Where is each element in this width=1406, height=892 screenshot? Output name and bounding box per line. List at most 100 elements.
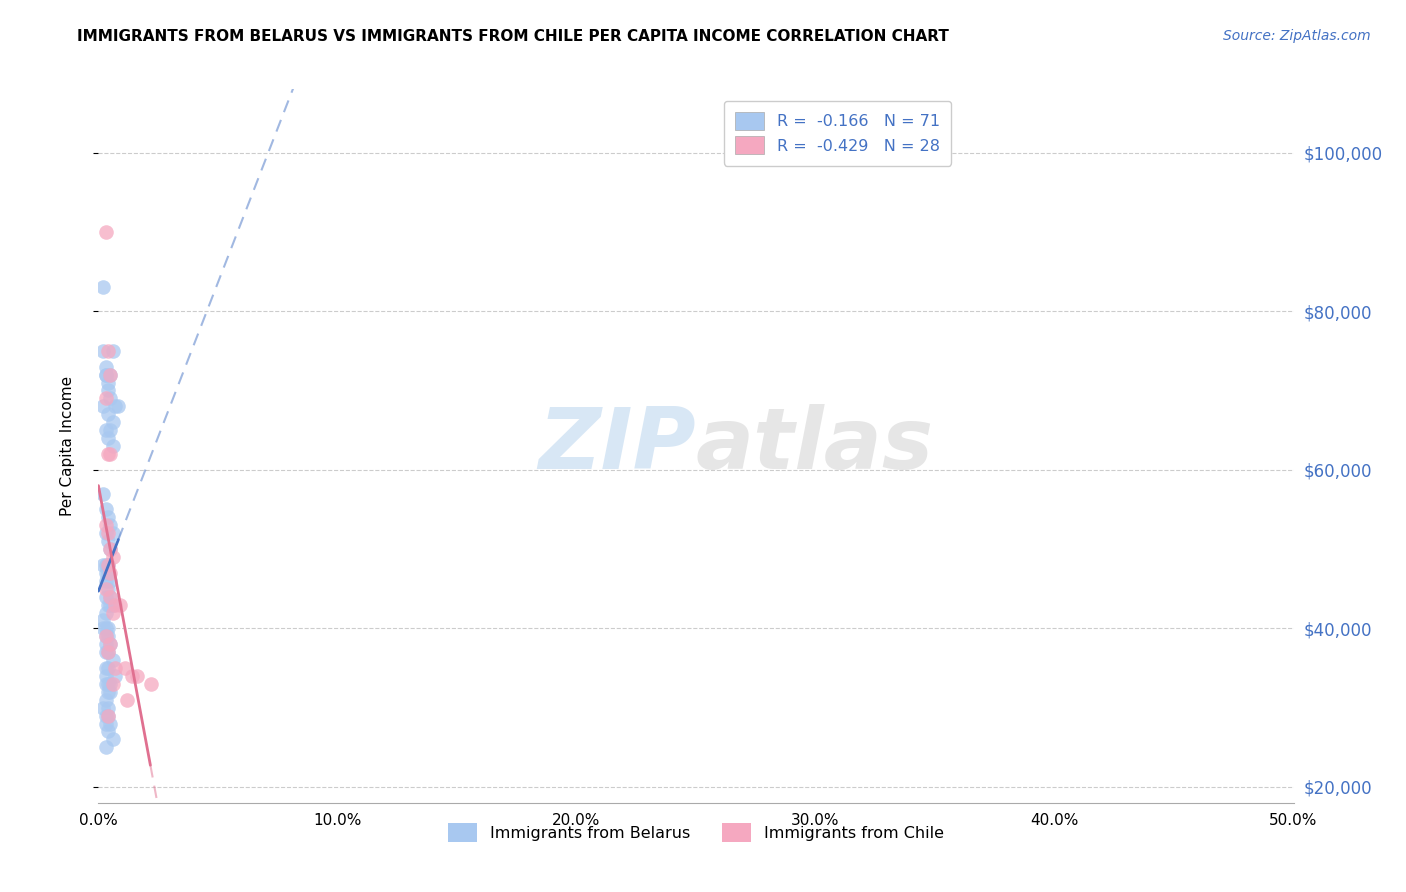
Point xyxy=(97,645,120,659)
Point xyxy=(94,566,117,580)
Text: Source: ZipAtlas.com: Source: ZipAtlas.com xyxy=(1223,29,1371,43)
Point xyxy=(107,400,129,414)
Point xyxy=(98,590,122,604)
Point xyxy=(101,439,124,453)
Point xyxy=(94,225,117,239)
Point xyxy=(97,685,120,699)
Point xyxy=(94,677,117,691)
Point xyxy=(94,518,117,533)
Point xyxy=(97,384,120,398)
Point xyxy=(104,661,127,675)
Point xyxy=(101,526,124,541)
Point xyxy=(115,692,138,706)
Point xyxy=(101,549,124,564)
Point xyxy=(101,598,124,612)
Y-axis label: Per Capita Income: Per Capita Income xyxy=(60,376,75,516)
Point xyxy=(94,708,117,723)
Point xyxy=(97,558,120,572)
Point xyxy=(94,740,117,755)
Point xyxy=(91,400,114,414)
Point xyxy=(94,423,117,437)
Point xyxy=(97,629,120,643)
Point xyxy=(97,447,120,461)
Point xyxy=(94,590,117,604)
Point xyxy=(101,732,124,747)
Point xyxy=(98,598,122,612)
Point xyxy=(97,510,120,524)
Point xyxy=(98,542,122,557)
Point xyxy=(91,558,114,572)
Point xyxy=(97,708,120,723)
Point xyxy=(91,700,114,714)
Point xyxy=(94,526,117,541)
Point xyxy=(97,376,120,390)
Point xyxy=(97,724,120,739)
Point xyxy=(98,368,122,382)
Point xyxy=(97,645,120,659)
Text: atlas: atlas xyxy=(696,404,934,488)
Point xyxy=(94,368,117,382)
Point xyxy=(98,685,122,699)
Point xyxy=(97,677,120,691)
Point xyxy=(97,661,120,675)
Point xyxy=(97,558,120,572)
Point xyxy=(98,392,122,406)
Point xyxy=(101,343,124,358)
Point xyxy=(101,415,124,429)
Point xyxy=(91,343,114,358)
Point xyxy=(98,716,122,731)
Point xyxy=(94,502,117,516)
Point xyxy=(94,629,117,643)
Point xyxy=(97,700,120,714)
Point xyxy=(101,653,124,667)
Point xyxy=(98,542,122,557)
Point xyxy=(94,359,117,374)
Point xyxy=(94,392,117,406)
Point xyxy=(98,590,122,604)
Legend: Immigrants from Belarus, Immigrants from Chile: Immigrants from Belarus, Immigrants from… xyxy=(441,817,950,848)
Point xyxy=(98,637,122,651)
Point xyxy=(97,621,120,635)
Point xyxy=(125,669,148,683)
Point xyxy=(94,574,117,588)
Point xyxy=(94,692,117,706)
Point xyxy=(101,606,124,620)
Point xyxy=(91,614,114,628)
Point xyxy=(104,400,127,414)
Point xyxy=(94,582,117,596)
Point xyxy=(97,526,120,541)
Point xyxy=(98,423,122,437)
Point xyxy=(98,518,122,533)
Point xyxy=(98,566,122,580)
Point xyxy=(94,669,117,683)
Point xyxy=(94,606,117,620)
Point xyxy=(94,645,117,659)
Point xyxy=(91,280,114,294)
Text: ZIP: ZIP xyxy=(538,404,696,488)
Point xyxy=(98,574,122,588)
Point xyxy=(94,716,117,731)
Point xyxy=(98,447,122,461)
Point xyxy=(97,598,120,612)
Text: IMMIGRANTS FROM BELARUS VS IMMIGRANTS FROM CHILE PER CAPITA INCOME CORRELATION C: IMMIGRANTS FROM BELARUS VS IMMIGRANTS FR… xyxy=(77,29,949,44)
Point xyxy=(94,621,117,635)
Point xyxy=(97,534,120,549)
Point xyxy=(97,431,120,445)
Point xyxy=(121,669,143,683)
Point xyxy=(97,566,120,580)
Point xyxy=(97,582,120,596)
Point xyxy=(104,669,127,683)
Point xyxy=(101,677,124,691)
Point xyxy=(98,677,122,691)
Point xyxy=(94,558,117,572)
Point xyxy=(94,368,117,382)
Point xyxy=(139,677,162,691)
Point xyxy=(98,637,122,651)
Point xyxy=(114,661,136,675)
Point xyxy=(94,661,117,675)
Point xyxy=(108,598,131,612)
Point xyxy=(94,629,117,643)
Point xyxy=(97,343,120,358)
Point xyxy=(91,486,114,500)
Point xyxy=(104,598,127,612)
